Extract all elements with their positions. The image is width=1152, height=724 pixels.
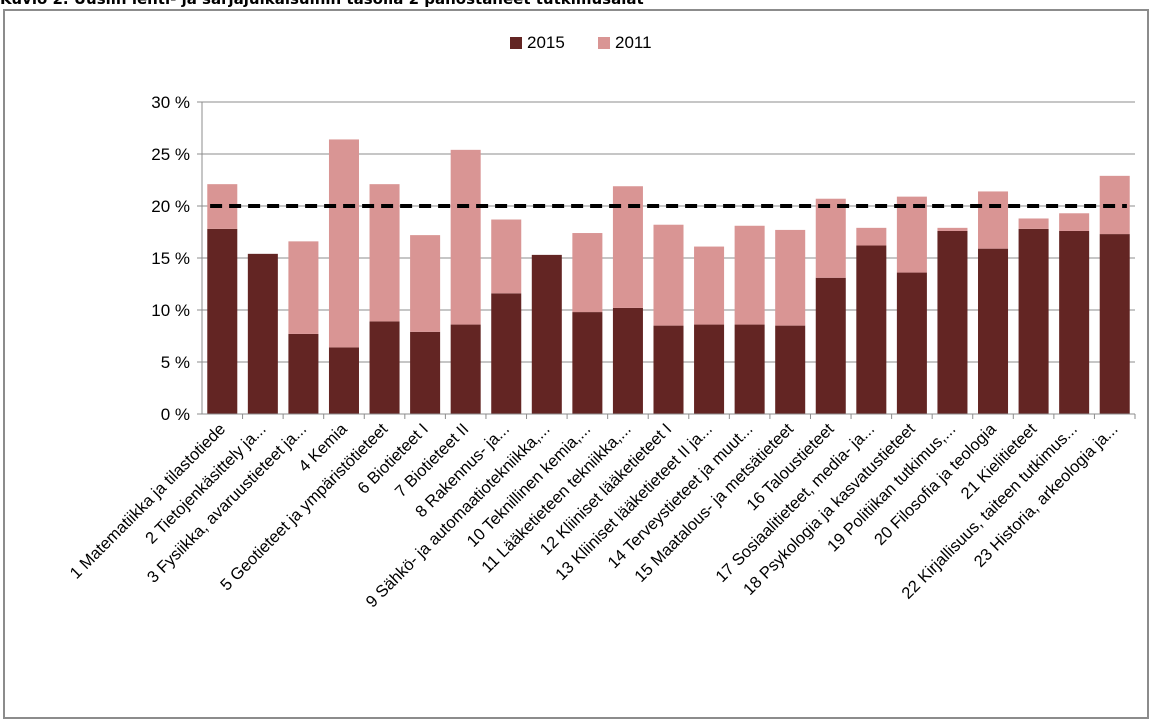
y-tick-label: 0 %: [161, 405, 190, 424]
y-tick-label: 10 %: [151, 301, 190, 320]
legend-swatch-2011: [598, 37, 610, 49]
bar-2015: [856, 245, 887, 414]
bar-2011: [937, 227, 968, 231]
y-tick-label: 20 %: [151, 197, 190, 216]
bar-2015: [247, 253, 278, 414]
bar-2011: [491, 219, 522, 294]
y-tick-label: 5 %: [161, 353, 190, 372]
legend-swatch-2015: [510, 37, 522, 49]
x-category-label: 1 Matematiikka ja tilastotiede: [67, 420, 230, 583]
legend-label: 2015: [527, 33, 565, 52]
bar-2015: [410, 331, 441, 414]
bar-2011: [653, 224, 684, 326]
bar-2011: [694, 246, 725, 325]
bar-2015: [978, 248, 1009, 414]
bar-2011: [978, 191, 1009, 249]
bar-2015: [328, 347, 359, 414]
bar-2011: [734, 225, 765, 325]
x-category-label: 3 Fysiikka, avaruustieteet ja...: [144, 420, 310, 586]
bar-2011: [815, 198, 846, 278]
bar-2015: [937, 230, 968, 414]
bar-2015: [1018, 228, 1049, 414]
y-tick-label: 30 %: [151, 93, 190, 112]
bar-2015: [612, 307, 643, 414]
bar-2015: [288, 333, 319, 414]
bar-2015: [734, 324, 765, 414]
bar-2015: [775, 325, 806, 414]
figure-caption: Kuvio 2. Uusiin lehti- ja sarjajulkaisui…: [0, 0, 644, 8]
bar-2015: [653, 325, 684, 414]
legend-label: 2011: [615, 33, 652, 52]
bar-2011: [1018, 218, 1049, 229]
bar-2015: [207, 228, 238, 414]
bar-2015: [896, 272, 927, 414]
bar-2011: [288, 241, 319, 334]
bar-2011: [896, 196, 927, 273]
y-tick-label: 15 %: [151, 249, 190, 268]
bar-2015: [572, 312, 603, 414]
bar-2015: [531, 254, 562, 414]
bar-2015: [694, 324, 725, 414]
bar-2015: [1059, 230, 1090, 414]
bar-2011: [1059, 213, 1090, 231]
bar-2011: [450, 149, 481, 325]
bar-2015: [815, 277, 846, 414]
bar-2011: [572, 233, 603, 313]
bar-2011: [775, 229, 806, 326]
bar-2011: [410, 235, 441, 332]
bar-2011: [856, 227, 887, 246]
bar-2015: [1099, 234, 1130, 414]
bar-2015: [450, 324, 481, 414]
bar-2015: [491, 293, 522, 414]
y-tick-label: 25 %: [151, 145, 190, 164]
bar-2015: [369, 321, 400, 414]
bar-2011: [328, 139, 359, 348]
